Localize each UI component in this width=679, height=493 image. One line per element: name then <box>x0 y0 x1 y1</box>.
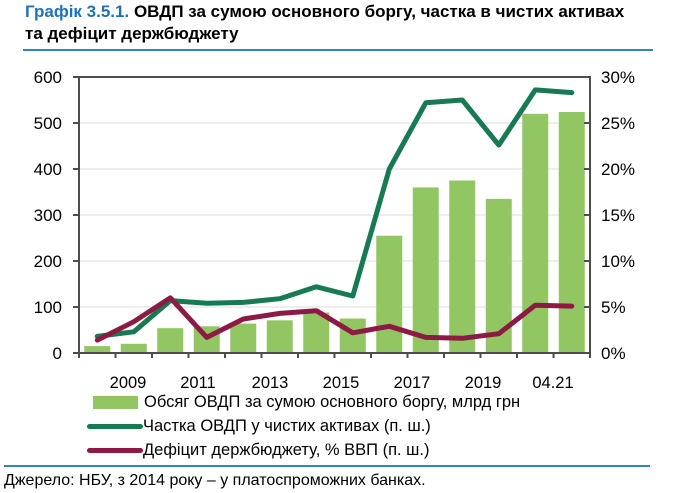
right-axis-tick-label: 30% <box>601 68 635 87</box>
legend-item-bonds-volume: Обсяг ОВДП за сумою основного боргу, млр… <box>87 390 520 414</box>
legend-label-net-assets-share: Частка ОВДП у чистих активах (п. ш.) <box>143 416 431 435</box>
left-axis-tick-label: 200 <box>34 252 62 271</box>
legend-label-budget-deficit: Дефіцит держбюджету, % ВВП (п. ш.) <box>143 440 430 459</box>
title-divider <box>23 49 653 51</box>
legend-item-net-assets-share: Частка ОВДП у чистих активах (п. ш.) <box>87 414 520 438</box>
bar-2020 <box>522 113 549 353</box>
bar-2012 <box>230 323 257 353</box>
source-divider <box>4 465 650 467</box>
maroon-line-swatch <box>87 447 143 453</box>
x-axis-label: 2017 <box>394 374 431 390</box>
left-axis-tick-label: 400 <box>34 160 62 179</box>
figure-number: Графік 3.5.1. <box>25 2 130 21</box>
right-axis-tick-label: 15% <box>601 206 635 225</box>
x-axis-label: 2019 <box>465 374 502 390</box>
left-axis-tick-label: 0 <box>53 344 62 363</box>
bar-04.21 <box>558 111 585 354</box>
bar-2019 <box>485 198 512 353</box>
figure-title-text: ОВДП за сумою основного боргу, частка в … <box>25 2 625 43</box>
chart-canvas: 600 500 400 300 200 100 0 30% 25% 20% 15% 10% 5% 0% 20… <box>34 68 635 390</box>
figure-title: Графік 3.5.1. ОВДП за сумою основного бо… <box>25 1 633 45</box>
bar-2009 <box>120 343 147 353</box>
budget-deficit-line <box>94 295 575 343</box>
right-axis-tick-label: 5% <box>601 298 626 317</box>
chart-legend: Обсяг ОВДП за сумою основного боргу, млр… <box>87 390 520 462</box>
legend-label-bonds-volume: Обсяг ОВДП за сумою основного боргу, млр… <box>144 392 521 411</box>
right-axis-tick-label: 25% <box>601 114 635 133</box>
bar-2015 <box>339 318 366 353</box>
x-axis-label: 2015 <box>323 374 360 390</box>
x-axis-label: 2011 <box>180 374 215 390</box>
bar-2018 <box>449 180 476 353</box>
right-axis-tick-label: 10% <box>601 252 635 271</box>
left-axis-tick-label: 300 <box>34 206 62 225</box>
x-axis-label: 2013 <box>252 374 289 390</box>
bar-2013 <box>266 320 293 353</box>
bar-2008 <box>84 346 111 353</box>
source-note: Джерело: НБУ, з 2014 року – у платоспром… <box>4 472 426 489</box>
x-axis-label: 2009 <box>110 374 147 390</box>
bar-series-swatch <box>93 395 138 409</box>
right-axis-tick-label: 20% <box>601 160 635 179</box>
left-axis-tick-label: 100 <box>34 298 62 317</box>
bar-2014 <box>303 312 330 353</box>
x-axis-label: 04.21 <box>532 374 573 390</box>
bar-2016 <box>376 235 403 353</box>
legend-item-budget-deficit: Дефіцит держбюджету, % ВВП (п. ш.) <box>87 438 520 462</box>
left-axis-tick-label: 500 <box>34 114 62 133</box>
green-line-swatch <box>87 423 143 429</box>
bar-2010 <box>157 328 184 353</box>
right-axis-tick-label: 0% <box>601 344 626 363</box>
bar-2017 <box>412 187 439 353</box>
left-axis-tick-label: 600 <box>34 68 62 87</box>
